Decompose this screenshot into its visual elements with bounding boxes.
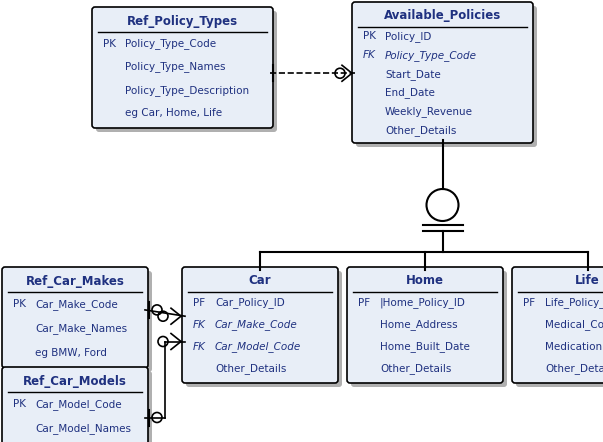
- FancyBboxPatch shape: [356, 6, 537, 147]
- Text: Policy_Type_Code: Policy_Type_Code: [125, 38, 216, 49]
- Text: Other_Details: Other_Details: [215, 364, 286, 374]
- Text: Life_Policy_ID: Life_Policy_ID: [545, 297, 603, 309]
- Text: |Home_Policy_ID: |Home_Policy_ID: [380, 297, 466, 309]
- Text: PK: PK: [103, 38, 116, 49]
- Text: Ref_Policy_Types: Ref_Policy_Types: [127, 15, 238, 27]
- Text: Policy_Type_Names: Policy_Type_Names: [125, 61, 226, 72]
- Text: Policy_Type_Code: Policy_Type_Code: [385, 50, 477, 61]
- Text: Other_Details: Other_Details: [545, 364, 603, 374]
- Text: PF: PF: [358, 298, 370, 308]
- Text: PK: PK: [13, 399, 26, 409]
- FancyBboxPatch shape: [96, 11, 277, 132]
- FancyBboxPatch shape: [351, 271, 507, 387]
- Text: eg BMW, Ford: eg BMW, Ford: [35, 348, 107, 358]
- Text: Other_Details: Other_Details: [380, 364, 452, 374]
- Text: Weekly_Revenue: Weekly_Revenue: [385, 106, 473, 117]
- Text: Ref_Car_Makes: Ref_Car_Makes: [25, 274, 124, 287]
- Text: Home_Built_Date: Home_Built_Date: [380, 342, 470, 352]
- Text: Car_Make_Code: Car_Make_Code: [215, 320, 298, 331]
- Text: Car_Make_Names: Car_Make_Names: [35, 323, 127, 334]
- FancyBboxPatch shape: [2, 267, 148, 368]
- Text: PF: PF: [523, 298, 535, 308]
- Text: Car_Model_Names: Car_Model_Names: [35, 423, 131, 434]
- Text: PK: PK: [363, 31, 376, 42]
- Text: FK: FK: [193, 342, 206, 352]
- Text: Car_Model_Code: Car_Model_Code: [215, 342, 302, 352]
- Text: End_Date: End_Date: [385, 88, 435, 99]
- FancyBboxPatch shape: [6, 371, 152, 442]
- Text: Start_Date: Start_Date: [385, 69, 441, 80]
- Text: Medical_Conditon: Medical_Conditon: [545, 320, 603, 331]
- Text: FK: FK: [193, 320, 206, 330]
- Text: eg Car, Home, Life: eg Car, Home, Life: [125, 108, 222, 118]
- Text: Available_Policies: Available_Policies: [384, 9, 501, 23]
- FancyBboxPatch shape: [186, 271, 342, 387]
- FancyBboxPatch shape: [92, 7, 273, 128]
- Text: Life: Life: [575, 274, 600, 287]
- Text: Home_Address: Home_Address: [380, 320, 458, 331]
- Text: Policy_ID: Policy_ID: [385, 31, 431, 42]
- Text: Car_Model_Code: Car_Model_Code: [35, 399, 122, 410]
- FancyBboxPatch shape: [516, 271, 603, 387]
- FancyBboxPatch shape: [512, 267, 603, 383]
- FancyBboxPatch shape: [6, 271, 152, 372]
- Text: Car_Policy_ID: Car_Policy_ID: [215, 297, 285, 309]
- Text: Policy_Type_Description: Policy_Type_Description: [125, 85, 249, 95]
- FancyBboxPatch shape: [182, 267, 338, 383]
- Text: PF: PF: [193, 298, 205, 308]
- Text: FK: FK: [363, 50, 376, 60]
- Text: Car_Make_Code: Car_Make_Code: [35, 299, 118, 309]
- Text: Ref_Car_Models: Ref_Car_Models: [23, 374, 127, 388]
- Text: Car: Car: [248, 274, 271, 287]
- FancyBboxPatch shape: [352, 2, 533, 143]
- Text: Home: Home: [406, 274, 444, 287]
- Text: Medication: Medication: [545, 342, 602, 352]
- FancyBboxPatch shape: [2, 367, 148, 442]
- FancyBboxPatch shape: [347, 267, 503, 383]
- Text: Other_Details: Other_Details: [385, 125, 456, 136]
- Text: PK: PK: [13, 299, 26, 309]
